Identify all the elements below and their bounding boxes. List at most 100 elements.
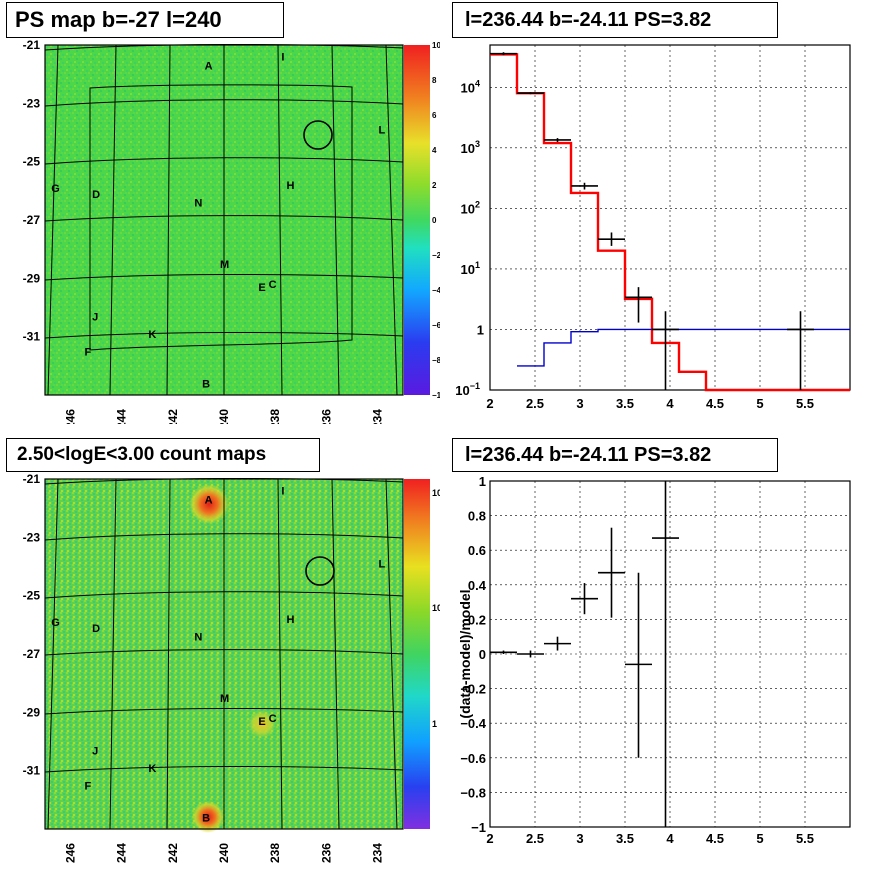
source-label-n: N xyxy=(194,632,202,644)
source-label-h: H xyxy=(286,614,294,626)
residual-ylabel: (data-model)/model xyxy=(457,589,473,718)
residual-point xyxy=(571,583,598,615)
source-label-j: J xyxy=(92,311,98,323)
colorbar-tick-label: 10 xyxy=(432,41,440,50)
ps-colorbar xyxy=(404,45,430,395)
x-tick-label: 240 xyxy=(217,409,231,424)
ps-map-frame xyxy=(44,44,404,396)
source-label-i: I xyxy=(281,52,284,64)
data-point xyxy=(787,311,814,390)
x-tick-label: 242 xyxy=(166,409,180,424)
source-label-c: C xyxy=(269,279,277,291)
source-label-j: J xyxy=(92,745,98,757)
y-tick-label: 0.8 xyxy=(468,509,486,524)
cbar-tick-1: 1 xyxy=(432,719,437,729)
x-tick-label: 4.5 xyxy=(706,831,724,846)
source-label-h: H xyxy=(286,180,294,192)
data-point xyxy=(652,311,679,390)
source-label-a: A xyxy=(205,60,213,72)
source-label-c: C xyxy=(269,713,277,725)
y-tick-label: -31 xyxy=(23,764,41,778)
source-label-d: D xyxy=(92,189,100,201)
y-tick-label: −0.4 xyxy=(460,716,486,731)
y-tick-label: 102 xyxy=(461,199,480,216)
x-tick-label: 4 xyxy=(666,396,674,411)
source-label-f: F xyxy=(84,346,91,358)
source-label-a: A xyxy=(205,494,213,506)
residual-point xyxy=(598,527,625,618)
spectrum-title: l=236.44 b=-24.11 PS=3.82 xyxy=(452,2,778,38)
x-tick-label: 236 xyxy=(319,409,333,424)
x-tick-label: 4.5 xyxy=(706,396,724,411)
x-tick-label: 234 xyxy=(370,843,384,863)
y-tick-label: -31 xyxy=(23,330,41,344)
y-tick-label: -27 xyxy=(23,213,41,227)
y-tick-label: 1 xyxy=(477,322,484,337)
x-tick-label: 244 xyxy=(115,409,129,424)
residual-point xyxy=(544,636,571,651)
x-tick-label: 3.5 xyxy=(616,831,634,846)
x-tick-label: 4 xyxy=(666,831,674,846)
residual-point xyxy=(517,650,544,658)
colorbar-tick-label: −6 xyxy=(432,321,440,330)
x-tick-label: 5.5 xyxy=(796,831,814,846)
source-label-b: B xyxy=(202,378,210,390)
colorbar-tick-label: 2 xyxy=(432,181,437,190)
x-tick-label: 238 xyxy=(268,843,282,863)
y-tick-label: 104 xyxy=(461,78,480,95)
colorbar-tick-label: −4 xyxy=(432,286,440,295)
colorbar-tick-label: 8 xyxy=(432,76,437,85)
x-tick-label: 3 xyxy=(576,831,583,846)
colorbar-tick-label: −2 xyxy=(432,251,440,260)
source-label-k: K xyxy=(148,763,156,775)
source-label-d: D xyxy=(92,623,100,635)
data-point xyxy=(517,92,544,95)
residual-point xyxy=(625,572,652,758)
source-label-n: N xyxy=(194,198,202,210)
source-label-f: F xyxy=(84,780,91,792)
source-label-l: L xyxy=(379,125,386,137)
source-label-g: G xyxy=(51,183,60,195)
residual-title: l=236.44 b=-24.11 PS=3.82 xyxy=(452,438,778,472)
count-map-chart: A I L G D N H M EC J K F B 102 10 1 -21 -23 -25 -27 -29 -… xyxy=(23,474,440,863)
y-tick-label: -27 xyxy=(23,647,41,661)
source-label-b: B xyxy=(202,812,210,824)
x-tick-label: 5 xyxy=(756,396,763,411)
source-label-k: K xyxy=(148,329,156,341)
source-label-m: M xyxy=(220,693,229,705)
colorbar-tick-label: 0 xyxy=(432,216,437,225)
source-label-l: L xyxy=(379,559,386,571)
y-tick-label: -21 xyxy=(23,474,41,486)
source-label-m: M xyxy=(220,259,229,271)
cbar-tick-100: 102 xyxy=(432,487,440,498)
x-tick-label: 236 xyxy=(319,843,333,863)
y-tick-label: -29 xyxy=(23,271,41,285)
x-tick-label: 238 xyxy=(268,409,282,424)
roi-circle xyxy=(303,120,333,150)
count-colorbar xyxy=(404,479,430,829)
x-tick-label: 240 xyxy=(217,843,231,863)
x-tick-label: 5 xyxy=(756,831,763,846)
y-tick-label: -25 xyxy=(23,589,41,603)
spectrum-frame xyxy=(489,44,851,391)
y-tick-label: 1 xyxy=(479,474,486,489)
x-tick-label: 2 xyxy=(486,396,493,411)
background-series-line xyxy=(517,328,850,367)
y-tick-label: −0.6 xyxy=(460,751,486,766)
y-tick-label: 0.6 xyxy=(468,543,486,558)
source-label-i: I xyxy=(281,486,284,498)
data-point xyxy=(490,52,517,56)
data-point xyxy=(625,287,652,323)
data-point xyxy=(544,138,571,142)
y-tick-label: 0.4 xyxy=(468,578,487,593)
x-tick-label: 234 xyxy=(370,409,384,424)
source-label-e: E xyxy=(258,716,265,728)
y-tick-label: -29 xyxy=(23,705,41,719)
colorbar-tick-label: −8 xyxy=(432,356,440,365)
source-label-g: G xyxy=(51,617,60,629)
roi-circle xyxy=(305,556,335,586)
x-tick-label: 246 xyxy=(64,409,78,424)
cbar-tick-10: 10 xyxy=(432,603,440,613)
colorbar-tick-label: 6 xyxy=(432,111,437,120)
x-tick-label: 2 xyxy=(486,831,493,846)
